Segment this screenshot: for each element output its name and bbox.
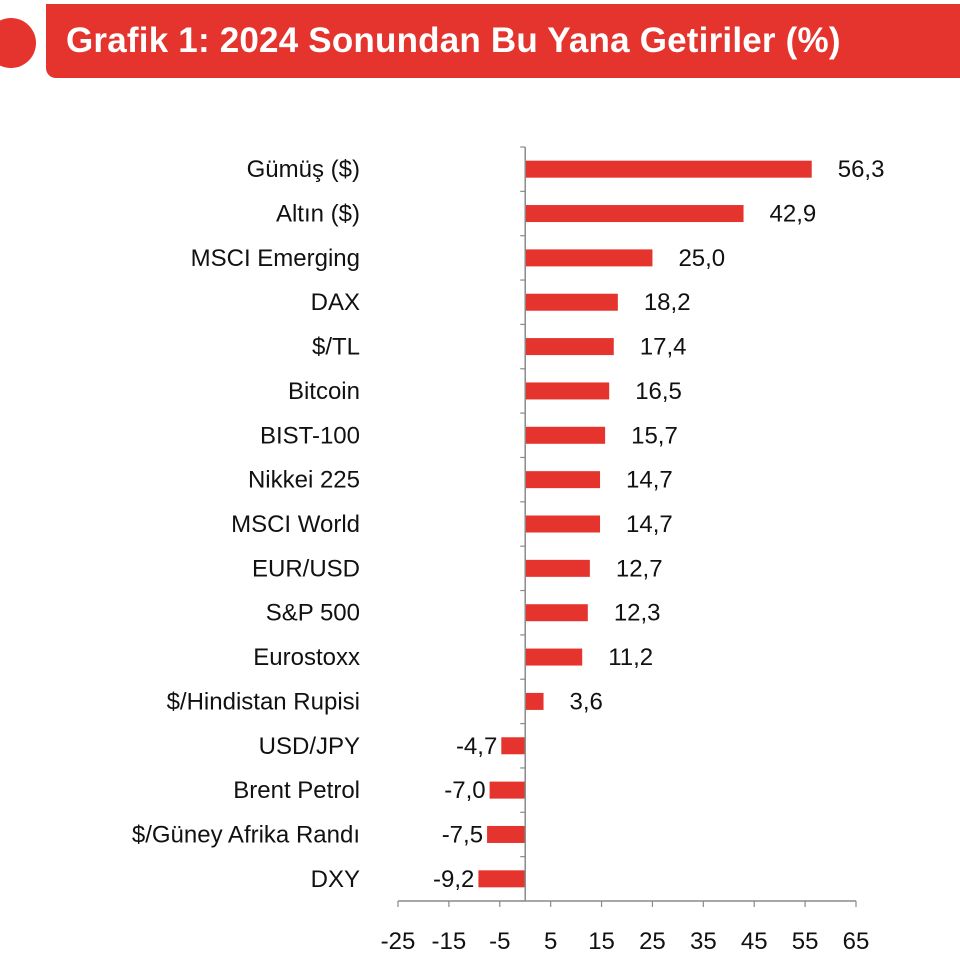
category-label: Altın ($) [276,201,360,228]
x-tick-label: -25 [381,928,416,955]
category-label: $/TL [312,334,360,361]
bar [525,648,583,666]
value-label: 12,3 [614,600,661,627]
category-label: Gümüş ($) [247,156,360,183]
category-labels-group: Gümüş ($) Altın ($) MSCI Emerging DAX $/TL Bi… [132,156,360,893]
bar [525,293,618,311]
value-label: 11,2 [608,644,653,671]
bar [525,426,606,444]
bar [525,692,544,710]
value-labels-group: 56,3 42,9 25,0 18,2 17,4 16,5 15,7 14,7 14,7 12,7… [433,156,884,893]
bar [489,781,526,799]
x-tick-label: -15 [432,928,467,955]
bar [525,249,653,267]
x-tick-label: 55 [792,928,819,955]
title-banner: Grafik 1: 2024 Sonundan Bu Yana Getirile… [0,0,960,82]
value-label: 14,7 [626,511,673,538]
category-label: EUR/USD [252,555,360,582]
value-label: 15,7 [631,422,678,449]
category-label: BIST-100 [260,422,360,449]
x-tick-label: 45 [741,928,768,955]
category-label: Brent Petrol [233,777,360,804]
value-label: -9,2 [433,866,474,893]
x-tick-label: 15 [588,928,615,955]
bar [525,205,744,223]
bar [525,338,614,356]
category-label: MSCI World [231,511,360,538]
bar [487,825,526,843]
category-label: DAX [311,289,360,316]
category-label: USD/JPY [259,733,360,760]
category-label: DXY [311,866,360,893]
bar [525,471,601,489]
x-tick-label: 5 [544,928,557,955]
category-label: Eurostoxx [253,644,360,671]
bar [525,382,610,400]
value-label: -7,5 [442,821,483,848]
category-label: Bitcoin [288,378,360,405]
value-label: 16,5 [635,378,682,405]
axes-group: -25 -15 -5 5 15 25 35 45 55 65 [381,146,870,955]
category-label: MSCI Emerging [191,245,360,272]
banner-bar [46,4,960,78]
value-label: 12,7 [616,555,663,582]
x-tick-label: 35 [690,928,717,955]
category-label: $/Güney Afrika Randı [132,821,360,848]
bar [525,160,812,178]
category-label: Nikkei 225 [248,467,360,494]
x-tick-label: 65 [843,928,870,955]
value-label: -4,7 [456,733,497,760]
category-label: $/Hindistan Rupisi [167,688,360,715]
x-tick-label: -5 [489,928,510,955]
value-label: 14,7 [626,467,673,494]
bar [501,737,526,755]
category-label: S&P 500 [266,600,360,627]
x-tick-label: 25 [639,928,666,955]
bar [478,870,526,888]
bar [525,604,588,622]
bar [525,515,601,533]
value-label: 42,9 [770,201,817,228]
bars-group [478,160,812,888]
bar [525,559,590,577]
value-label: 56,3 [838,156,885,183]
value-label: 17,4 [640,334,687,361]
value-label: 25,0 [678,245,725,272]
value-label: 3,6 [570,688,603,715]
chart-title: Grafik 1: 2024 Sonundan Bu Yana Getirile… [66,21,841,60]
value-label: 18,2 [644,289,691,316]
value-label: -7,0 [444,777,485,804]
